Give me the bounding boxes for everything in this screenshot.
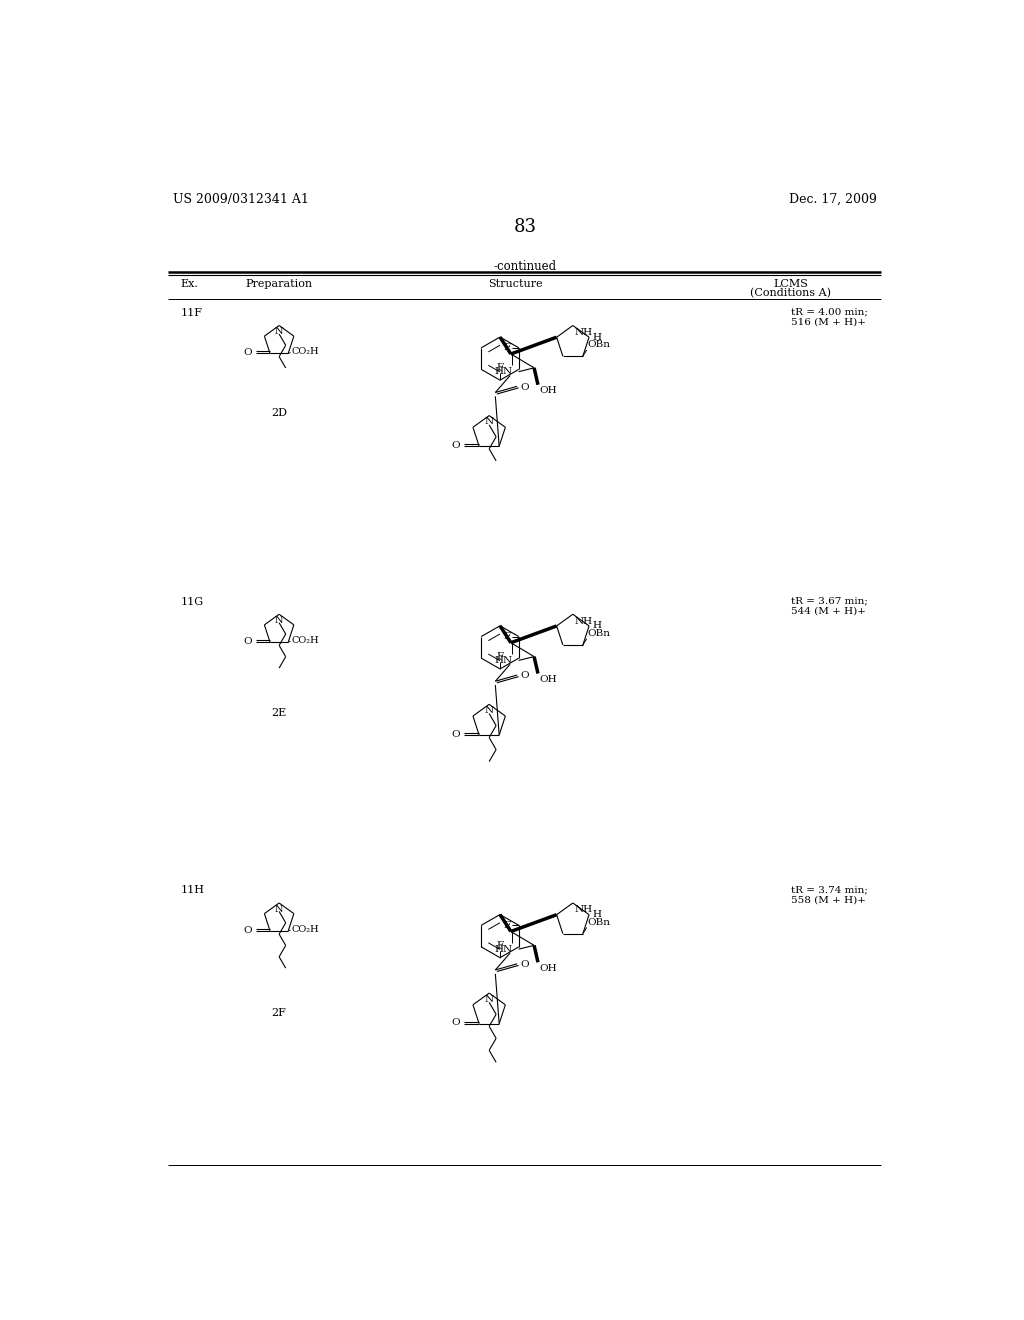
Text: CO₂H: CO₂H bbox=[292, 925, 318, 933]
Text: OH: OH bbox=[540, 675, 557, 684]
Text: 558 (M + H)+: 558 (M + H)+ bbox=[791, 895, 865, 904]
Text: tR = 3.67 min;: tR = 3.67 min; bbox=[791, 597, 867, 606]
Text: N: N bbox=[484, 995, 494, 1003]
Text: OH: OH bbox=[540, 964, 557, 973]
Text: CO₂H: CO₂H bbox=[292, 347, 318, 356]
Text: 516 (M + H)+: 516 (M + H)+ bbox=[791, 318, 865, 327]
Text: 11H: 11H bbox=[180, 886, 205, 895]
Text: 11F: 11F bbox=[180, 308, 203, 318]
Text: F: F bbox=[504, 921, 511, 929]
Text: OBn: OBn bbox=[588, 341, 610, 350]
Text: F: F bbox=[497, 941, 504, 950]
Text: 2E: 2E bbox=[271, 708, 287, 718]
Text: O: O bbox=[452, 730, 460, 739]
Text: 2F: 2F bbox=[271, 1008, 287, 1019]
Text: 2D: 2D bbox=[271, 408, 287, 418]
Text: Preparation: Preparation bbox=[246, 279, 312, 289]
Text: tR = 3.74 min;: tR = 3.74 min; bbox=[791, 886, 867, 894]
Text: HN: HN bbox=[495, 367, 512, 376]
Text: O: O bbox=[520, 383, 528, 392]
Text: O: O bbox=[520, 672, 528, 680]
Text: O: O bbox=[520, 960, 528, 969]
Text: OBn: OBn bbox=[588, 917, 610, 927]
Text: H: H bbox=[592, 333, 601, 342]
Text: O: O bbox=[244, 348, 252, 358]
Text: tR = 4.00 min;: tR = 4.00 min; bbox=[791, 308, 867, 317]
Text: NH: NH bbox=[574, 327, 593, 337]
Text: LCMS: LCMS bbox=[773, 279, 808, 289]
Text: N: N bbox=[274, 615, 284, 624]
Text: N: N bbox=[274, 904, 284, 913]
Text: O: O bbox=[244, 636, 252, 645]
Text: O: O bbox=[244, 925, 252, 935]
Text: US 2009/0312341 A1: US 2009/0312341 A1 bbox=[173, 193, 309, 206]
Text: 544 (M + H)+: 544 (M + H)+ bbox=[791, 607, 865, 615]
Text: N: N bbox=[274, 327, 284, 337]
Text: N: N bbox=[484, 706, 494, 715]
Text: HN: HN bbox=[495, 945, 512, 953]
Text: CO₂H: CO₂H bbox=[292, 636, 318, 645]
Text: HN: HN bbox=[495, 656, 512, 665]
Text: N: N bbox=[484, 417, 494, 426]
Text: Structure: Structure bbox=[488, 279, 543, 289]
Text: F: F bbox=[504, 632, 511, 642]
Text: O: O bbox=[452, 1019, 460, 1027]
Text: -continued: -continued bbox=[494, 260, 556, 273]
Text: O: O bbox=[452, 441, 460, 450]
Text: 83: 83 bbox=[513, 218, 537, 236]
Text: NH: NH bbox=[574, 616, 593, 626]
Text: H: H bbox=[592, 911, 601, 919]
Text: NH: NH bbox=[574, 906, 593, 915]
Text: OBn: OBn bbox=[588, 628, 610, 638]
Text: F: F bbox=[497, 652, 504, 661]
Text: F: F bbox=[497, 363, 504, 372]
Text: H: H bbox=[592, 622, 601, 631]
Text: Ex.: Ex. bbox=[180, 279, 199, 289]
Text: (Conditions A): (Conditions A) bbox=[751, 288, 831, 298]
Text: Dec. 17, 2009: Dec. 17, 2009 bbox=[788, 193, 877, 206]
Text: F: F bbox=[504, 343, 511, 352]
Text: OH: OH bbox=[540, 387, 557, 395]
Text: 11G: 11G bbox=[180, 597, 204, 606]
